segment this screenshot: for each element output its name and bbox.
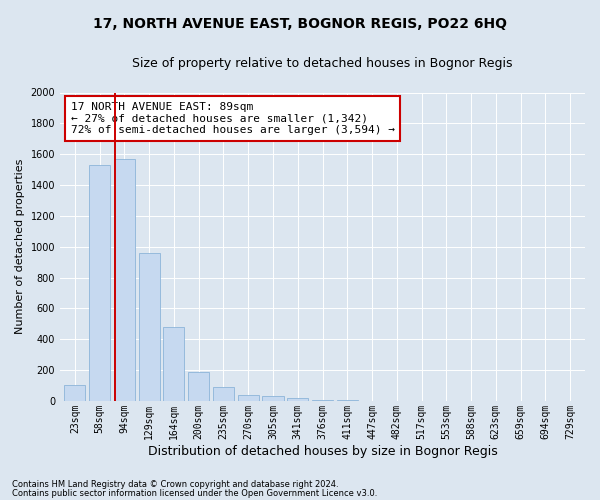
- Bar: [213, 387, 234, 401]
- Text: 17 NORTH AVENUE EAST: 89sqm
← 27% of detached houses are smaller (1,342)
72% of : 17 NORTH AVENUE EAST: 89sqm ← 27% of det…: [71, 102, 395, 135]
- Bar: [89, 165, 110, 401]
- Text: Contains public sector information licensed under the Open Government Licence v3: Contains public sector information licen…: [12, 488, 377, 498]
- Bar: [64, 384, 85, 401]
- Bar: [337, 400, 358, 401]
- Bar: [163, 327, 184, 401]
- Text: Contains HM Land Registry data © Crown copyright and database right 2024.: Contains HM Land Registry data © Crown c…: [12, 480, 338, 489]
- Bar: [312, 400, 333, 401]
- Bar: [188, 372, 209, 401]
- Bar: [238, 394, 259, 401]
- Y-axis label: Number of detached properties: Number of detached properties: [15, 159, 25, 334]
- X-axis label: Distribution of detached houses by size in Bognor Regis: Distribution of detached houses by size …: [148, 444, 497, 458]
- Bar: [287, 398, 308, 401]
- Bar: [262, 396, 284, 401]
- Bar: [139, 253, 160, 401]
- Bar: [114, 159, 135, 401]
- Text: 17, NORTH AVENUE EAST, BOGNOR REGIS, PO22 6HQ: 17, NORTH AVENUE EAST, BOGNOR REGIS, PO2…: [93, 18, 507, 32]
- Title: Size of property relative to detached houses in Bognor Regis: Size of property relative to detached ho…: [132, 58, 513, 70]
